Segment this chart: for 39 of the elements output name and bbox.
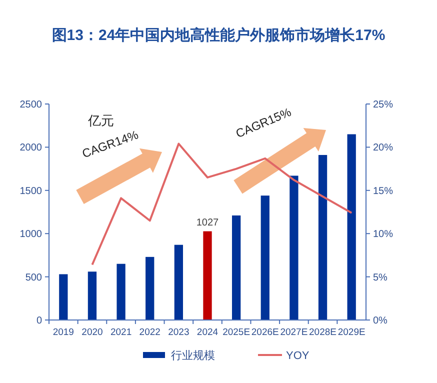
bar	[290, 176, 298, 320]
y2-tick-label: 25%	[373, 100, 394, 110]
x-tick-label: 2023	[168, 327, 190, 338]
y-tick-label: 2000	[20, 142, 42, 154]
bar	[232, 215, 241, 320]
y-tick-label: 1500	[20, 186, 42, 197]
x-tick-label: 2029E	[338, 327, 366, 338]
x-tick-label: 2027E	[280, 327, 308, 338]
annotation: 亿元	[87, 113, 114, 128]
y2-tick-label: 20%	[373, 142, 394, 154]
y-tick-label: 0	[36, 316, 42, 326]
bar	[203, 231, 212, 320]
bar	[116, 264, 126, 320]
x-tick-label: 2021	[110, 327, 132, 338]
legend-label: YOY	[286, 350, 310, 362]
x-tick-label: 2019	[52, 327, 74, 338]
y-tick-label: 2500	[20, 100, 42, 110]
bar	[347, 134, 356, 320]
x-tick-label: 2026E	[251, 327, 279, 338]
legend-label: 行业规模	[171, 348, 215, 362]
x-tick-label: 2028E	[309, 327, 337, 338]
x-tick-label: 2025E	[222, 327, 250, 338]
data-label: 1027	[196, 217, 220, 228]
x-tick-label: 2020	[82, 327, 103, 338]
bar	[174, 244, 184, 320]
bar	[318, 154, 328, 320]
y2-tick-label: 0%	[373, 316, 388, 326]
y2-tick-label: 15%	[373, 186, 394, 197]
bar	[146, 256, 154, 320]
y2-tick-label: 5%	[373, 272, 388, 284]
bar	[88, 272, 97, 320]
y-tick-label: 500	[25, 272, 42, 284]
bar	[260, 196, 270, 320]
x-tick-label: 2022	[139, 327, 160, 338]
y-tick-label: 1000	[20, 229, 42, 240]
bar	[59, 274, 68, 320]
y2-tick-label: 10%	[373, 229, 394, 240]
x-tick-label: 2024	[196, 327, 218, 338]
chart-title: 图13：24年中国内地高性能户外服饰市场增长17%	[52, 26, 386, 44]
